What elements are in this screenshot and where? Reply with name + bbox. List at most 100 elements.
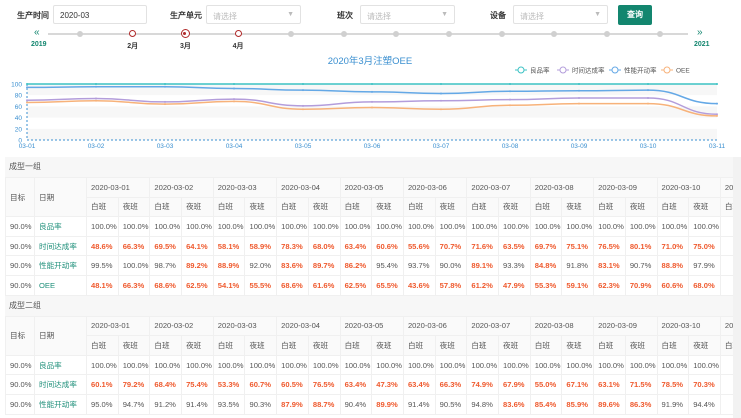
header-night-shift: 夜班	[307, 335, 341, 356]
metric-value: 53.3%	[212, 374, 246, 395]
header-night-shift: 夜班	[117, 196, 151, 218]
header-date-value: 2020-03-06	[402, 177, 468, 198]
x-tick-label: 03-03	[157, 143, 174, 150]
metric-value: 75.1%	[561, 235, 595, 257]
metric-value: 70.9%	[624, 274, 658, 296]
header-date-value: 2020-03-09	[593, 177, 658, 198]
data-point	[233, 83, 235, 85]
legend-label[interactable]: 时间达成率	[572, 66, 605, 75]
metric-value: 47.9%	[498, 274, 531, 296]
metric-name: 良品率	[34, 354, 87, 376]
metric-value: 78.3%	[276, 235, 309, 257]
metric-name: 时间达成率	[34, 374, 87, 395]
metric-value: 62.5%	[181, 274, 214, 296]
metric-value: 88.9%	[212, 255, 246, 276]
chevron-double-left-icon[interactable]: «	[34, 27, 40, 38]
month-node[interactable]	[445, 31, 452, 37]
metric-value: 70.3%	[688, 374, 721, 395]
metric-value: 99.5%	[86, 255, 119, 276]
metric-value: 98.7%	[149, 255, 183, 276]
legend-label[interactable]: OEE	[676, 68, 690, 75]
group-title: 成型一组	[5, 157, 733, 177]
metric-value: 75.0%	[688, 235, 721, 257]
metric-value: 84.8%	[529, 255, 563, 276]
metric-name: OEE	[34, 274, 87, 296]
x-tick-label: 03-08	[502, 143, 519, 150]
month-node[interactable]	[604, 31, 610, 37]
data-point	[578, 83, 580, 85]
metric-value: 43.6%	[402, 274, 436, 296]
header-night-shift: 夜班	[624, 335, 658, 356]
production-time-input[interactable]: 2020-03	[53, 5, 147, 24]
production-unit-select[interactable]: 请选择 ▼	[206, 5, 301, 24]
month-node[interactable]	[393, 31, 400, 37]
target-value: 90.0%	[5, 274, 35, 296]
data-point	[578, 102, 580, 105]
metric-value: 100.0%	[181, 354, 214, 376]
header-date: 日期	[34, 315, 87, 356]
metric-value: 100.0%	[86, 216, 119, 237]
metric-value: 63.1%	[593, 374, 626, 395]
target-value: 90.0%	[5, 393, 35, 415]
metric-value	[719, 255, 733, 276]
month-node[interactable]	[77, 31, 83, 37]
target-value: 90.0%	[5, 374, 35, 395]
scrollbar[interactable]	[733, 157, 741, 418]
metric-value: 100.0%	[656, 216, 690, 237]
metric-value: 100.0%	[307, 216, 341, 237]
metric-value: 94.7%	[117, 393, 151, 415]
header-date-value: 2020-03-01	[85, 315, 151, 337]
end-year: 2021	[694, 41, 710, 48]
month-node[interactable]	[129, 30, 137, 37]
metric-value: 61.6%	[307, 274, 341, 296]
metric-value: 91.8%	[561, 255, 595, 276]
metric-value: 90.5%	[434, 393, 468, 415]
month-node[interactable]	[234, 30, 242, 37]
header-day-shift: 白班	[149, 196, 183, 218]
metric-value: 85.4%	[529, 393, 563, 415]
shift-label: 班次	[337, 11, 353, 20]
legend-label[interactable]: 良品率	[530, 66, 550, 75]
chevron-double-right-icon[interactable]: »	[697, 27, 703, 38]
month-node[interactable]	[551, 31, 558, 37]
table-row: 90.0% 性能开动率 95.0% 94.7% 91.2% 91.4% 93.5% 90.3%…	[5, 393, 733, 415]
header-date-value: 2020-03-09	[593, 315, 658, 337]
device-select[interactable]: 请选择 ▼	[513, 5, 608, 24]
metric-value: 100.0%	[688, 216, 721, 237]
metric-value: 55.6%	[402, 235, 436, 257]
metric-value: 48.1%	[86, 274, 119, 296]
metric-value: 76.5%	[307, 374, 341, 395]
header-date-value: 2020-03-04	[276, 177, 341, 198]
month-node[interactable]	[287, 31, 294, 37]
metric-value: 86.2%	[339, 255, 373, 276]
table-row: 90.0% 良品率 100.0% 100.0% 100.0% 100.0% 100.0% 10…	[5, 354, 733, 376]
table-row: 90.0% OEE 48.1% 66.3% 68.6% 62.5% 54.1% 55.5% 68…	[5, 274, 733, 296]
shift-select[interactable]: 请选择 ▼	[360, 5, 455, 24]
data-point	[716, 113, 718, 116]
month-node[interactable]	[498, 31, 505, 37]
metric-value: 71.5%	[624, 374, 658, 395]
month-timeline: « 2019 » 2021 2月 3月 4月	[0, 26, 741, 54]
header-night-shift: 夜班	[181, 335, 214, 356]
header-date-value: 2020-03-04	[276, 315, 341, 337]
header-night-shift: 夜班	[371, 335, 404, 356]
metric-value: 100.0%	[86, 354, 119, 376]
data-point	[164, 100, 166, 103]
metric-value: 80.1%	[624, 235, 658, 257]
query-button[interactable]: 查询	[618, 5, 652, 25]
metric-value: 68.0%	[688, 274, 721, 296]
month-node[interactable]	[656, 31, 663, 37]
month-node[interactable]	[340, 31, 347, 37]
x-tick-label: 03-05	[295, 143, 312, 150]
legend-label[interactable]: 性能开动率	[624, 66, 657, 75]
x-tick-label: 03-04	[226, 143, 243, 150]
metric-value: 100.0%	[402, 354, 436, 376]
month-node[interactable]	[180, 29, 190, 38]
target-value: 90.0%	[5, 354, 35, 376]
metric-value: 100.0%	[276, 216, 309, 237]
metric-value: 100.0%	[624, 216, 658, 237]
data-point	[509, 104, 511, 107]
header-target: 目标	[5, 176, 35, 218]
header-date-value: 2020-03-03	[212, 177, 278, 198]
header-day-shift: 白班	[719, 335, 733, 356]
